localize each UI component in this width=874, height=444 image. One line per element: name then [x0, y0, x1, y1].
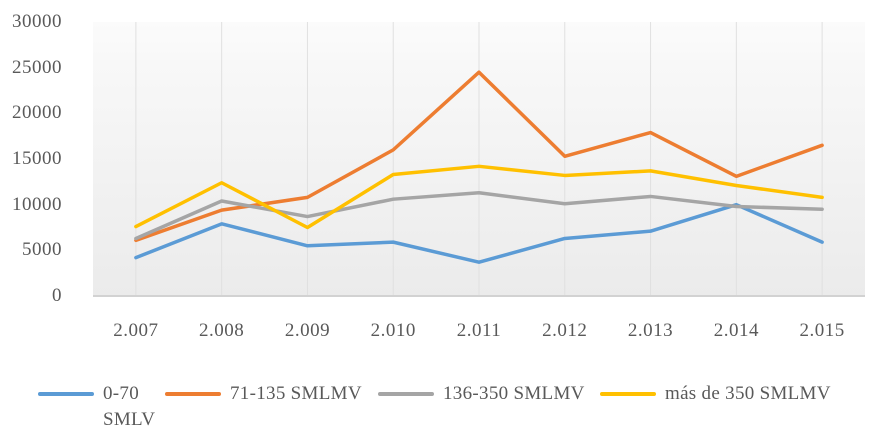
x-axis-tick-label: 2.007 — [113, 320, 159, 341]
y-axis-tick-label: 15000 — [12, 148, 62, 169]
legend-label: 136-350 SMLMV — [443, 383, 585, 404]
series-line-m-s-de-350-smlmv — [134, 164, 824, 230]
legend-line-sample — [378, 392, 434, 396]
legend-line-sample — [600, 392, 656, 396]
x-axis-tick-label: 2.010 — [370, 320, 416, 341]
y-axis-tick-label: 30000 — [12, 11, 62, 32]
y-axis-tick-label: 25000 — [12, 56, 62, 78]
x-axis-tick-label: 2.008 — [199, 320, 245, 341]
x-axis-tick-label: 2.013 — [627, 320, 674, 341]
series-line-136-350-smlmv — [134, 191, 824, 241]
y-axis-tick-label: 10000 — [12, 193, 62, 215]
legend-line-sample — [38, 392, 94, 396]
y-axis-tick-label: 0 — [52, 285, 62, 306]
legend-label: 0-70 SMLV — [103, 383, 156, 430]
y-axis-tick-label: 20000 — [12, 102, 62, 124]
x-axis-tick-label: 2.015 — [799, 320, 845, 341]
legend: 0-70 SMLV 71-135 SMLMV 136-350 SMLMV más de… — [0, 381, 874, 441]
legend-item-71-135-smlmv: 71-135 SMLMV — [165, 381, 362, 407]
x-axis-tick-label: 2.014 — [713, 320, 759, 341]
y-axis-tick-label: 5000 — [22, 239, 62, 261]
legend-item-0-70-smlv: 0-70 SMLV — [38, 381, 155, 433]
x-axis-tick-label: 2.011 — [456, 320, 502, 341]
x-axis-tick-label: 2.012 — [542, 320, 588, 341]
legend-label: 71-135 SMLMV — [230, 383, 362, 404]
series-line-0-70-smlv — [134, 202, 824, 264]
x-axis-tick-label: 2.009 — [284, 320, 331, 341]
legend-line-sample — [165, 392, 221, 396]
legend-label: más de 350 SMLMV — [665, 383, 831, 404]
legend-item-m-s-de-350-smlmv: más de 350 SMLMV — [600, 381, 831, 407]
legend-item-136-350-smlmv: 136-350 SMLMV — [378, 381, 585, 407]
